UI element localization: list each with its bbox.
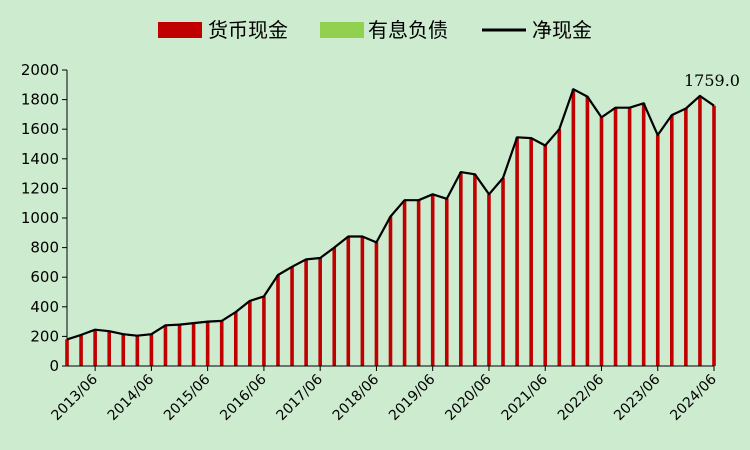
legend-label-debt: 有息负债 <box>368 18 448 42</box>
x-tick-label: 2017/06 <box>274 371 327 424</box>
cash-bar <box>444 198 449 366</box>
cash-bar <box>585 96 590 366</box>
cash-bar <box>599 117 604 366</box>
cash-bar <box>135 335 140 366</box>
x-tick-label: 2014/06 <box>105 371 158 424</box>
cash-bar <box>655 135 660 366</box>
cash-bar <box>430 194 435 366</box>
x-tick-label: 2021/06 <box>499 371 552 424</box>
cash-bar <box>346 236 351 366</box>
cash-bar <box>121 334 126 366</box>
cash-bar <box>641 103 646 367</box>
x-tick-label: 2018/06 <box>330 371 383 424</box>
cash-bar <box>191 323 196 366</box>
legend-swatch-debt <box>320 22 364 38</box>
legend: 货币现金 有息负债 净现金 <box>158 18 592 42</box>
cash-bar <box>276 274 280 366</box>
cash-bar <box>219 320 224 366</box>
y-tick-label: 400 <box>30 298 59 316</box>
cash-bar <box>149 334 154 366</box>
legend-swatch-cash <box>158 22 202 38</box>
x-tick-label: 2023/06 <box>611 371 664 424</box>
cash-bar <box>515 137 519 366</box>
y-tick-label: 1800 <box>21 91 59 109</box>
cash-bar <box>79 334 83 366</box>
x-tick-label: 2020/06 <box>442 371 495 424</box>
x-tick-label: 2015/06 <box>161 371 214 424</box>
y-tick-label: 600 <box>30 268 59 286</box>
cash-bar <box>543 145 548 366</box>
x-tick-label: 2013/06 <box>49 371 102 424</box>
cash-bar <box>248 300 252 366</box>
y-tick-label: 2000 <box>21 61 59 79</box>
y-tick-label: 200 <box>30 327 59 345</box>
cash-bar <box>318 257 322 366</box>
cash-bar <box>613 107 618 367</box>
cash-bar <box>698 95 702 367</box>
y-tick-label: 0 <box>49 357 59 375</box>
y-tick-label: 1600 <box>21 120 59 138</box>
cash-bar <box>177 324 182 366</box>
x-tick-label: 2019/06 <box>386 371 439 424</box>
cash-bar <box>360 236 365 366</box>
cash-bar <box>388 216 393 366</box>
y-tick-label: 1400 <box>21 150 59 168</box>
cash-bar <box>304 259 308 366</box>
plot-area: 0 200 400 600 800 1000 1200 1400 1600 1800 2000 201… <box>21 61 720 424</box>
cash-bar <box>487 194 491 366</box>
cash-bar <box>402 200 407 366</box>
cash-bar <box>262 296 266 366</box>
x-tick-label: 2024/06 <box>667 371 720 424</box>
cash-bar <box>627 107 632 367</box>
cash-bar <box>163 325 168 366</box>
cash-bar <box>416 200 421 366</box>
cash-bar <box>473 174 477 366</box>
cash-bar <box>290 266 294 366</box>
y-tick-label: 1000 <box>21 209 59 227</box>
cash-bar <box>233 311 238 366</box>
cash-bar <box>529 138 533 366</box>
net-cash-line <box>66 88 715 341</box>
x-tick-label: 2022/06 <box>555 371 608 424</box>
y-tick-label: 800 <box>30 239 59 257</box>
legend-label-net-cash: 净现金 <box>532 18 592 42</box>
cash-bar <box>670 115 674 366</box>
cash-bar <box>557 129 562 366</box>
cash-bar <box>571 89 576 367</box>
cash-bar <box>205 321 210 366</box>
legend-label-cash: 货币现金 <box>208 18 288 42</box>
cash-bar <box>501 178 505 366</box>
last-value-annotation: 1759.0 <box>684 71 740 90</box>
x-tick-label: 2016/06 <box>217 371 270 424</box>
cash-bar <box>684 108 688 366</box>
cash-bar <box>459 172 463 366</box>
cash-bar <box>93 329 97 366</box>
cash-bar <box>712 105 716 366</box>
cash-bar <box>374 242 379 366</box>
cash-bar <box>65 339 69 366</box>
cash-bar <box>332 247 337 366</box>
cash-bar <box>107 331 111 366</box>
y-tick-label: 1200 <box>21 179 59 197</box>
